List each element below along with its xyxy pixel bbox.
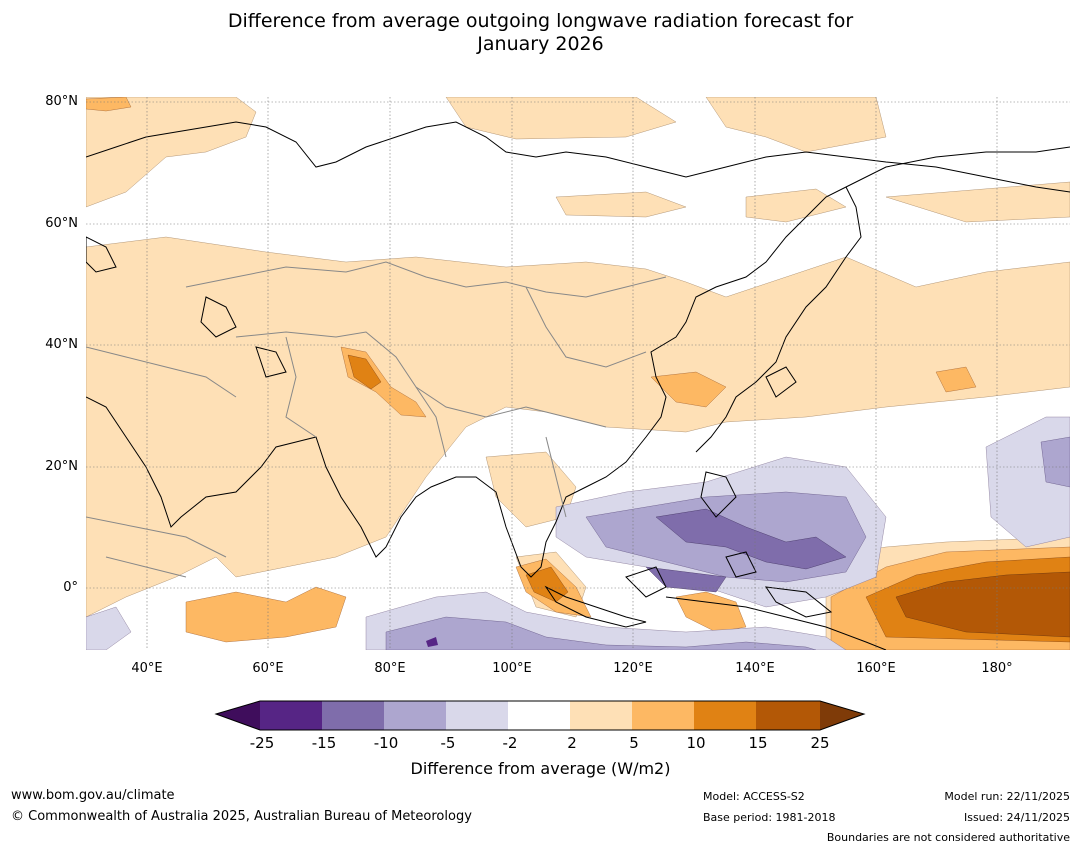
colorbar-tick: -10 — [373, 734, 399, 752]
footer-disclaimer: Boundaries are not considered authoritat… — [826, 831, 1070, 844]
lat-label-equator: 0° — [63, 580, 78, 595]
colorbar-bin-5 — [508, 701, 570, 730]
colorbar-bin-3 — [384, 701, 446, 730]
colorbar-tick: 15 — [748, 734, 768, 752]
colorbar-extend-high — [820, 701, 864, 730]
coastlines — [86, 121, 1070, 650]
lon-label-140e: 140°E — [735, 661, 775, 676]
colorbar-bin-7 — [632, 701, 694, 730]
title-line-2: January 2026 — [477, 33, 604, 55]
lat-label-80n: 80°N — [45, 94, 78, 109]
colorbar-bin-2 — [322, 701, 384, 730]
anomaly-darkest-purple — [426, 637, 438, 647]
colorbar-tick: -2 — [502, 734, 518, 752]
footer-issued: Issued: 24/11/2025 — [963, 811, 1070, 824]
lon-label-100e: 100°E — [492, 661, 532, 676]
colorbar-tick: 5 — [629, 734, 639, 752]
map-area[interactable] — [86, 97, 1070, 650]
title-line-1: Difference from average outgoing longwav… — [227, 10, 854, 32]
anomaly-deep-purple — [645, 508, 847, 593]
lon-label-80e: 80°E — [374, 661, 406, 676]
colorbar — [210, 698, 870, 738]
forecast-map[interactable] — [86, 97, 1070, 650]
colorbar-label: Difference from average (W/m2) — [410, 759, 671, 778]
colorbar-extend-low — [216, 701, 260, 730]
chart-title: Difference from average outgoing longwav… — [0, 10, 1081, 56]
footer-base-period: Base period: 1981-2018 — [703, 811, 836, 824]
colorbar-tick: -5 — [440, 734, 456, 752]
lon-label-180: 180° — [981, 661, 1013, 676]
colorbar-tick: 10 — [686, 734, 706, 752]
footer-url[interactable]: www.bom.gov.au/climate — [11, 788, 175, 803]
gridlines — [86, 97, 1070, 650]
anomaly-deep-orange — [895, 571, 1070, 638]
lon-label-40e: 40°E — [131, 661, 163, 676]
footer-model-run: Model run: 22/11/2025 — [944, 790, 1070, 803]
lon-label-120e: 120°E — [613, 661, 653, 676]
colorbar-bin-8 — [694, 701, 756, 730]
colorbar-bin-9 — [756, 701, 820, 730]
colorbar-tick: 25 — [810, 734, 830, 752]
colorbar-bin-6 — [570, 701, 632, 730]
country-boundaries — [86, 261, 667, 578]
lon-label-60e: 60°E — [252, 661, 284, 676]
lat-label-20n: 20°N — [45, 459, 78, 474]
lon-label-160e: 160°E — [856, 661, 896, 676]
colorbar-tick: -25 — [249, 734, 275, 752]
lat-label-40n: 40°N — [45, 337, 78, 352]
colorbar-tick: -15 — [311, 734, 337, 752]
colorbar-svg — [214, 700, 866, 731]
footer-copyright: © Commonwealth of Australia 2025, Austra… — [11, 809, 472, 824]
colorbar-bin-1 — [260, 701, 322, 730]
colorbar-bin-4 — [446, 701, 508, 730]
footer-model: Model: ACCESS-S2 — [703, 790, 805, 803]
lat-label-60n: 60°N — [45, 216, 78, 231]
colorbar-tick: 2 — [567, 734, 577, 752]
